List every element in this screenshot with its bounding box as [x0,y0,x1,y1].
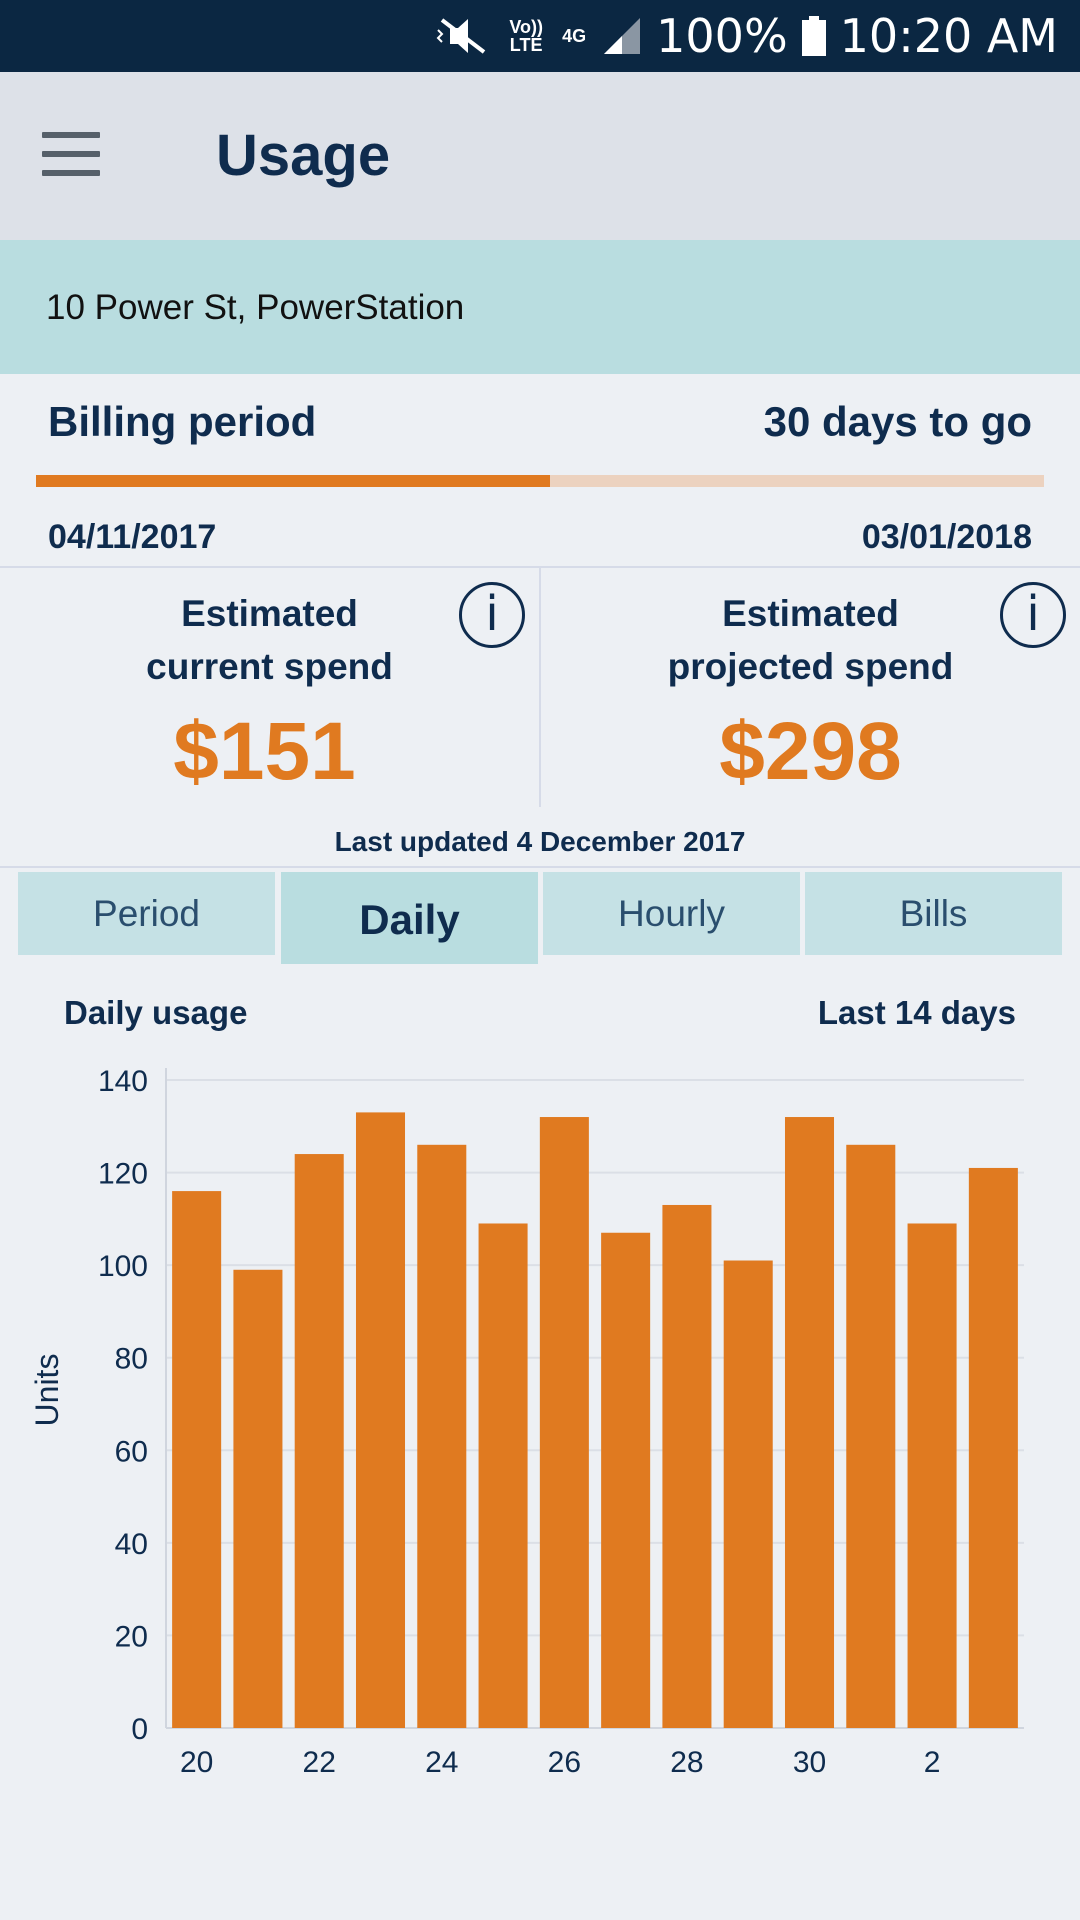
volte-indicator: Vo)) LTE [509,17,543,55]
x-tick-label: 24 [425,1746,458,1779]
divider [539,567,541,807]
bar[interactable] [355,1112,406,1728]
billing-progress-bar [36,475,1044,487]
bar[interactable] [172,1191,222,1728]
billing-days-remaining: 30 days to go [763,398,1032,445]
battery-percent: 100% [656,9,788,63]
chart-range: Last 14 days [817,994,1016,1031]
bar[interactable] [601,1232,651,1728]
tab-hourly[interactable]: Hourly [543,872,800,955]
x-tick-label: 28 [670,1746,703,1779]
billing-start-date: 04/11/2017 [48,518,217,556]
menu-icon[interactable] [42,132,100,176]
tab-bills[interactable]: Bills [805,872,1062,955]
y-tick-label: 80 [115,1343,148,1376]
billing-period-label: Billing period [48,398,317,445]
bar[interactable] [417,1144,467,1728]
y-axis-label: Units [29,1354,65,1427]
x-tick-label: 30 [793,1746,826,1779]
clock: 10:20 AM [839,9,1058,63]
info-icon[interactable]: i [1000,582,1066,648]
tab-daily[interactable]: Daily [281,872,538,964]
y-tick-label: 20 [115,1620,148,1653]
y-tick-label: 0 [131,1713,148,1746]
info-icon[interactable]: i [459,582,525,648]
y-tick-label: 60 [115,1435,148,1468]
bar[interactable] [784,1117,835,1728]
x-tick-label: 22 [303,1746,336,1779]
x-tick-label: 20 [180,1746,213,1779]
mute-icon [436,18,486,54]
address-banner: 10 Power St, PowerStation [0,240,1080,374]
bar[interactable] [294,1154,344,1728]
bar[interactable] [846,1144,896,1728]
app-bar: Usage [0,72,1080,240]
current-spend-card: Estimated current spend $151 i [0,567,539,807]
last-updated-text: Last updated 4 December 2017 [334,826,746,857]
y-tick-label: 40 [115,1528,148,1561]
bar[interactable] [233,1269,283,1728]
projected-spend-value: $298 [719,706,902,797]
daily-usage-chart: Units 0 20 40 60 80 100 120 140 20 22 24 26 28 30 2 [29,1065,1024,1779]
battery-icon [801,16,826,56]
current-spend-label: Estimated current spend [146,593,393,687]
divider [0,866,1080,868]
current-spend-value: $151 [173,706,356,797]
network-type-indicator: 4G [562,26,587,46]
bar[interactable] [539,1117,589,1728]
status-bar: Vo)) LTE 4G 100% 10:20 AM [0,0,1080,72]
projected-spend-card: Estimated projected spend $298 i [541,567,1080,807]
bar[interactable] [907,1223,957,1728]
y-tick-label: 100 [98,1250,148,1283]
bar[interactable] [723,1260,773,1728]
bar[interactable] [478,1223,528,1728]
x-tick-label: 2 [924,1746,941,1779]
billing-end-date: 03/01/2018 [861,518,1032,556]
bar[interactable] [968,1167,1018,1728]
signal-icon [604,18,641,54]
tab-period[interactable]: Period [18,872,275,955]
y-tick-label: 120 [98,1158,148,1191]
chart-title: Daily usage [64,994,248,1031]
bar[interactable] [662,1204,712,1728]
page-title: Usage [216,123,391,188]
usage-tabs: Period Daily Hourly Bills [0,872,1080,964]
billing-progress-fill [36,475,551,487]
address-text: 10 Power St, PowerStation [46,288,465,327]
projected-spend-label: Estimated projected spend [667,593,954,687]
y-tick-label: 140 [98,1065,148,1098]
x-tick-label: 26 [548,1746,581,1779]
